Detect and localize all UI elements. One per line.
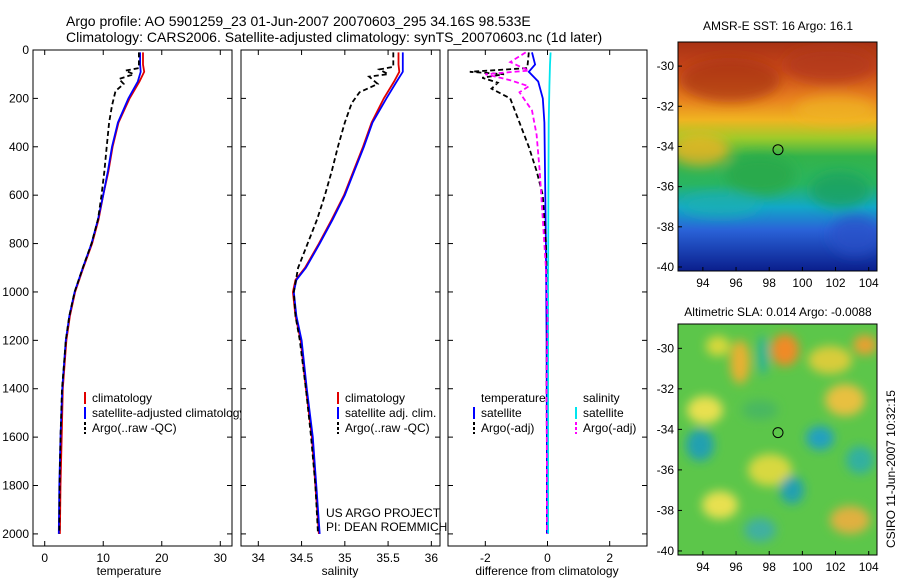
legend-label-satellite: satellite adj. clim. (345, 406, 436, 420)
timestamp-stamp: CSIRO 11-Jun-2007 10:32:15 (884, 390, 898, 548)
sst-map-frame (677, 41, 878, 272)
y-tick-label: -34 (657, 422, 675, 436)
legend-label-argo: Argo(..raw -QC) (92, 421, 177, 435)
x-tick-label: 2 (606, 551, 613, 565)
x-tick-label: 36 (425, 551, 439, 565)
sla-heatmap-image (678, 324, 877, 555)
y-tick-label: 800 (9, 237, 29, 251)
x-tick-label: 0 (41, 551, 48, 565)
sla-map: Altimetric SLA: 0.014 Argo: -0.0088 (657, 305, 879, 574)
argo-position-marker (772, 427, 784, 439)
header-subtitle: Climatology: CARS2006. Satellite-adjuste… (66, 29, 602, 45)
difference-xlabel: difference from climatology (475, 564, 618, 578)
salinity-xlabel: salinity (322, 564, 359, 578)
y-tick-label: 1600 (2, 430, 29, 444)
y-tick-label: 0 (22, 43, 29, 57)
temperature-legend: climatology satellite-adjusted climatolo… (84, 391, 245, 435)
x-tick-label: 94 (696, 560, 710, 574)
series-line-salinity-argo-adj (485, 51, 549, 534)
salinity-legend: climatology satellite adj. clim. Argo(..… (337, 391, 436, 435)
x-tick-label: 100 (792, 276, 812, 290)
x-tick-label: 98 (763, 560, 777, 574)
pi-credit: PI: DEAN ROEMMICH (326, 520, 447, 534)
series-line-temperature-satellite (527, 52, 548, 534)
series-line-argo-raw-qc (58, 52, 140, 534)
header-title: Argo profile: AO 5901259_23 01-Jun-2007 … (66, 13, 531, 29)
x-tick-label: 34 (252, 551, 266, 565)
legend-label-temperature-argo: Argo(-adj) (481, 421, 534, 435)
x-tick-label: 0 (544, 551, 551, 565)
salinity-axes-frame (240, 49, 441, 547)
x-tick-label: 35.5 (376, 551, 400, 565)
sst-map-title: AMSR-E SST: 16 Argo: 16.1 (703, 19, 853, 33)
series-line-satellite-adj-clim (292, 52, 404, 534)
legend-label-salinity-satellite: satellite (583, 406, 624, 420)
legend-label-salinity-argo: Argo(-adj) (583, 421, 636, 435)
temperature-panel: 0 10 20 30 0 200 400 600 800 1000 1200 1400 1600 1800… (2, 43, 245, 578)
y-tick-label: -40 (657, 544, 675, 558)
difference-panel: -2 0 2 difference from climatology tempera… (447, 49, 648, 578)
x-tick-label: 104 (859, 276, 879, 290)
sst-heatmap-image (678, 42, 877, 271)
project-credit: US ARGO PROJECT (326, 506, 441, 520)
legend-label-argo: Argo(..raw -QC) (345, 421, 430, 435)
x-tick-label: 94 (696, 276, 710, 290)
legend-heading-temperature: temperature (481, 391, 546, 405)
x-tick-label: 96 (729, 276, 743, 290)
temperature-xlabel: temperature (97, 564, 162, 578)
legend-heading-salinity: salinity (583, 391, 620, 405)
sla-map-frame (677, 323, 878, 556)
x-tick-label: 34.5 (290, 551, 314, 565)
x-tick-label: 98 (763, 276, 777, 290)
y-tick-label: 600 (9, 188, 29, 202)
temperature-axes-frame (32, 49, 233, 547)
y-tick-label: -36 (657, 463, 675, 477)
y-tick-label: 1000 (2, 285, 29, 299)
y-tick-label: 2000 (2, 527, 29, 541)
x-tick-label: 20 (155, 551, 169, 565)
y-tick-label: 400 (9, 140, 29, 154)
x-tick-label: 104 (859, 560, 879, 574)
difference-legend: temperature salinity satellite Argo(-adj… (473, 391, 636, 435)
x-tick-label: 100 (792, 560, 812, 574)
x-tick-label: 96 (729, 560, 743, 574)
y-tick-label: -30 (657, 59, 675, 73)
argo-position-marker (772, 144, 784, 156)
y-tick-label: -34 (657, 139, 675, 153)
y-tick-label: -38 (657, 503, 675, 517)
x-tick-label: 102 (826, 276, 846, 290)
y-tick-label: -32 (657, 99, 675, 113)
sla-map-title: Altimetric SLA: 0.014 Argo: -0.0088 (684, 305, 872, 319)
series-line-salinity-satellite (547, 52, 552, 534)
y-tick-label: -36 (657, 180, 675, 194)
salinity-panel: 34 34.5 35 35.5 36 salinity climatology sate… (240, 49, 447, 578)
y-tick-label: -40 (657, 260, 675, 274)
y-tick-label: -38 (657, 220, 675, 234)
x-tick-label: 30 (214, 551, 228, 565)
x-tick-label: -2 (480, 551, 491, 565)
x-tick-label: 10 (97, 551, 111, 565)
series-line-argo-raw-qc (292, 52, 395, 534)
legend-label-climatology: climatology (92, 391, 152, 405)
x-tick-label: 35 (338, 551, 352, 565)
y-tick-label: -30 (657, 341, 675, 355)
sst-map: AMSR-E SST: 16 Argo: 16.1 94 96 98 100 102 10… (657, 19, 879, 290)
legend-label-temperature-satellite: satellite (481, 406, 522, 420)
y-tick-label: 1400 (2, 382, 29, 396)
legend-label-climatology: climatology (345, 391, 405, 405)
y-tick-label: 1200 (2, 333, 29, 347)
y-tick-label: -32 (657, 382, 675, 396)
x-tick-label: 102 (826, 560, 846, 574)
y-tick-label: 200 (9, 91, 29, 105)
y-tick-label: 1800 (2, 479, 29, 493)
legend-label-satellite: satellite-adjusted climatology (92, 406, 245, 420)
